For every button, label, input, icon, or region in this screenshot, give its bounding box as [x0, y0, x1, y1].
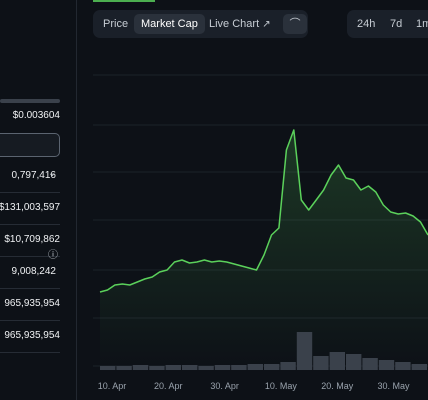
tab-price[interactable]: Price: [103, 18, 129, 30]
tab-live-chart-label: Live Chart: [209, 18, 260, 30]
volume-bar: [329, 352, 345, 370]
volume-bar: [132, 365, 149, 370]
range-slider: [0, 99, 60, 103]
row-separator: [0, 352, 60, 353]
x-tick-label: 10. Apr: [98, 381, 127, 391]
x-tick-label: 10. May: [265, 381, 298, 391]
chart-icon-button[interactable]: ⌒: [283, 14, 307, 34]
volume-bar: [231, 365, 247, 370]
volume-bar: [296, 332, 313, 370]
x-tick-label: 20. Apr: [154, 381, 183, 391]
volume-bar: [247, 364, 263, 370]
stat-value: 9,008,242: [11, 266, 57, 277]
row-separator: [0, 288, 60, 289]
volume-bar: [214, 365, 231, 370]
row-separator: [0, 192, 60, 193]
left-panel-border: [76, 0, 77, 400]
volume-bar: [182, 365, 198, 370]
x-tick-label: 30. Apr: [210, 381, 239, 391]
active-indicator: [93, 0, 155, 2]
row-separator: [0, 320, 60, 321]
volume-bar: [116, 366, 132, 370]
stat-value: $10,709,862: [4, 234, 60, 245]
stat-value: 965,935,954: [4, 330, 60, 341]
volume-bar: [264, 364, 280, 370]
volume-bar: [362, 358, 378, 370]
input-box[interactable]: [0, 133, 60, 157]
external-icon: ↗: [262, 19, 271, 30]
volume-bar: [411, 364, 427, 370]
stat-value: 0,797,416: [11, 170, 57, 181]
tab-live-chart[interactable]: Live Chart ↗: [202, 14, 278, 34]
price-line: [99, 129, 428, 293]
volume-bar: [280, 362, 296, 370]
row-icon[interactable]: ⓘ: [48, 250, 58, 261]
x-tick-label: 20. May: [321, 381, 354, 391]
volume-bar: [149, 366, 165, 370]
volume-bar: [346, 354, 362, 370]
row-icon[interactable]: ⌄: [48, 168, 57, 179]
volume-bar: [165, 365, 181, 370]
range-24h[interactable]: 24h: [357, 18, 376, 30]
range-7d[interactable]: 7d: [390, 18, 403, 30]
range-group: [347, 10, 428, 38]
volume-bar: [313, 356, 329, 370]
volume-bar: [395, 362, 411, 370]
volume-bar: [198, 366, 214, 370]
stat-value: $131,003,597: [0, 202, 60, 213]
area: [100, 130, 428, 366]
stat-value: 965,935,954: [4, 298, 60, 309]
price-value: $0.003604: [12, 110, 60, 121]
range-1m[interactable]: 1m: [416, 18, 428, 30]
volume-bar: [100, 366, 116, 370]
tab-market-cap[interactable]: Market Cap: [134, 14, 205, 34]
volume-bar: [378, 360, 395, 370]
row-separator: [0, 224, 60, 225]
row-separator: [0, 256, 60, 257]
x-tick-label: 30. May: [377, 381, 410, 391]
